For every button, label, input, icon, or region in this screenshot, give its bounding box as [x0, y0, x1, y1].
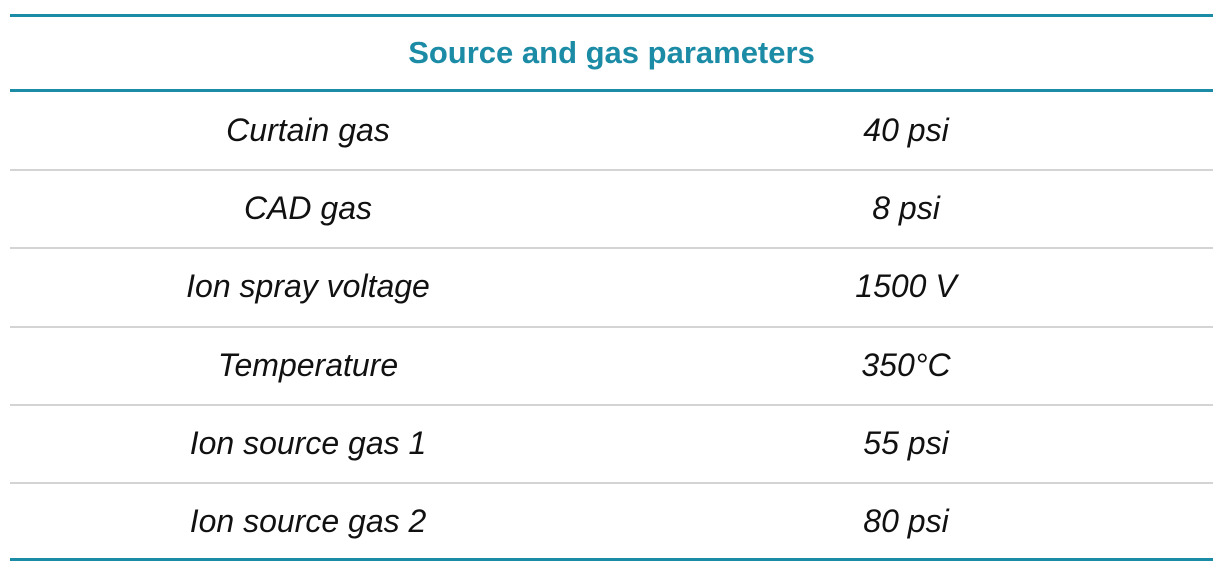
parameter-value: 40 psi: [863, 112, 949, 148]
row-separator: [10, 247, 1213, 250]
parameter-name: Ion source gas 1: [189, 424, 427, 461]
top-rule: [10, 14, 1213, 17]
table-title: Source and gas parameters: [408, 35, 815, 70]
parameter-name: Ion source gas 2: [189, 503, 427, 539]
parameter-name: Ion spray voltage: [186, 268, 430, 305]
parameter-value: 80 psi: [863, 503, 949, 539]
row-separator: [10, 482, 1213, 484]
parameter-name: Curtain gas: [226, 112, 390, 148]
parameter-value: 350°C: [861, 346, 951, 383]
row-separator: [10, 403, 1213, 406]
parameter-value: 8 psi: [872, 190, 940, 227]
bottom-rule: [10, 558, 1213, 561]
parameter-value: 1500 V: [855, 268, 957, 305]
row-separator: [10, 325, 1213, 328]
header-rule: [10, 89, 1213, 92]
row-separator: [10, 169, 1213, 172]
parameter-name: Temperature: [217, 346, 399, 383]
parameter-name: CAD gas: [243, 190, 373, 227]
parameter-value: 55 psi: [863, 424, 949, 461]
